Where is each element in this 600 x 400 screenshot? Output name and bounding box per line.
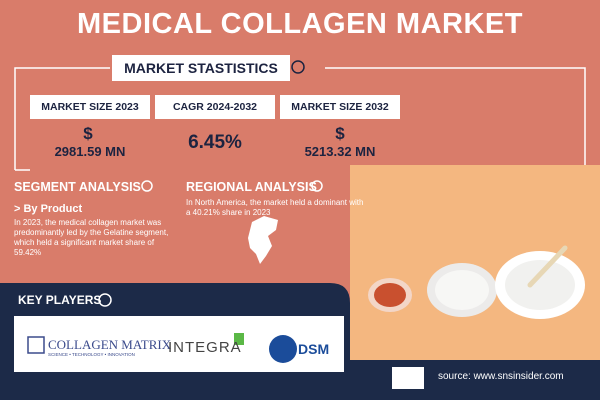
logo-integra: INTEGRA — [168, 339, 242, 356]
stat-value: 2981.59 MN — [54, 144, 126, 159]
segment-text: In 2023, the medical collagen market was… — [14, 218, 169, 257]
currency: $ — [335, 124, 345, 143]
logo-tagline: SCIENCE • TECHNOLOGY • INNOVATION — [48, 352, 135, 357]
title: MEDICAL COLLAGEN MARKET — [77, 8, 523, 40]
stat-value: 5213.32 MN — [304, 144, 376, 159]
stat-label: CAGR 2024-2032 — [155, 95, 275, 119]
stats-heading-text: MARKET STASTISTICS — [124, 60, 278, 76]
stat-label: MARKET SIZE 2032 — [280, 95, 400, 119]
regional-heading: REGIONAL ANALYSIS — [186, 180, 317, 194]
regional-text: In North America, the market held a domi… — [186, 198, 364, 217]
stat-label: MARKET SIZE 2023 — [30, 95, 150, 119]
logo-collagen-matrix: COLLAGEN MATRIX — [48, 337, 172, 352]
segment-heading: SEGMENT ANALYSIS — [14, 180, 141, 194]
segment-subheading: > By Product — [14, 203, 83, 215]
stats-heading: MARKET STASTISTICS — [112, 55, 290, 81]
stat-value: 6.45% — [188, 132, 242, 153]
source: source: www.snsinsider.com — [438, 371, 564, 382]
currency: $ — [83, 124, 93, 143]
logo-dsm: DSM — [298, 341, 330, 357]
key-players-heading: KEY PLAYERS — [18, 293, 102, 307]
